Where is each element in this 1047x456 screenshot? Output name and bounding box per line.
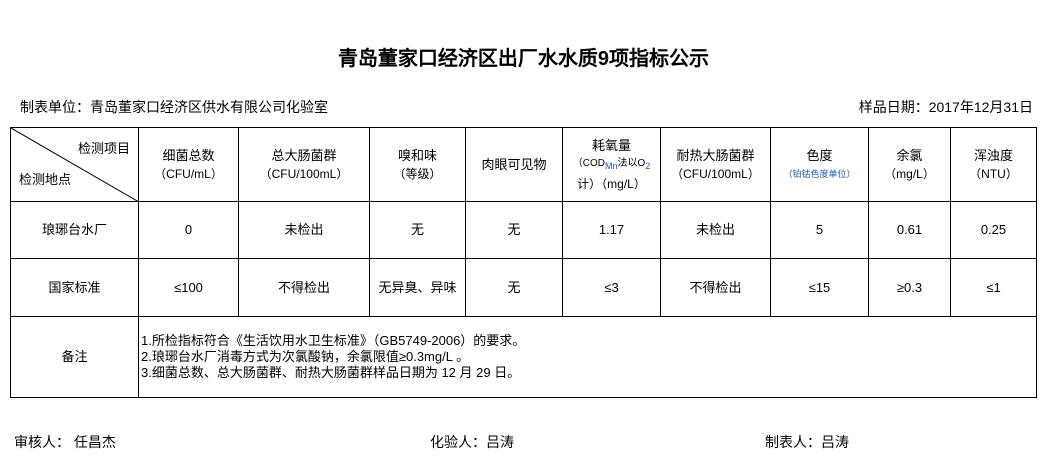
header-name: 细菌总数 [162,147,215,163]
value-cell: 无 [465,258,563,317]
reviewer: 审核人： 任昌杰 [14,434,116,450]
preparer: 制表人：吕涛 [765,434,849,450]
header-name: 色度 [806,147,833,163]
header-unit: 法以O [617,157,646,169]
row-label: 国家标准 [10,258,139,317]
value-cell: ≤3 [562,258,661,317]
tester: 化验人：吕涛 [430,434,514,450]
header-name: 肉眼可见物 [481,156,547,172]
value-cell: 0 [138,201,239,259]
value-cell: 不得检出 [238,258,370,317]
header-cell: 浑浊度 （NTU） [950,127,1037,202]
value-cell: 无 [369,201,466,259]
header-cell: 总大肠菌群 （CFU/100mL） [238,127,370,202]
value-cell: 未检出 [660,201,771,259]
value-cell: ≤1 [950,258,1037,317]
header-unit: （CFU/mL） [154,166,223,181]
header-unit-sub: 2 [645,160,651,171]
header-name: 嗅和味 [397,147,437,163]
notes-row: 备注 1.所检指标符合《生活饮用水卫生标准》（GB5749-2006）的要求。 … [10,316,1037,398]
sample-date: 样品日期：2017年12月31日 [858,99,1033,115]
corner-top-label: 检测项目 [77,141,130,156]
water-quality-table: 检测项目 检测地点 细菌总数 （CFU/mL） 总大肠菌群 （CFU/100mL） … [10,127,1037,398]
header-unit: （CFU/100mL） [671,166,760,181]
row-label: 琅琊台水厂 [10,201,139,259]
header-unit: 计）（mg/L） [577,176,646,191]
table-row: 琅琊台水厂 0 未检出 无 无 1.17 未检出 5 0.61 0.25 [10,201,1037,259]
page-title: 青岛董家口经济区出厂水水质9项指标公示 [337,48,710,70]
note-line: 1.所检指标符合《生活饮用水卫生标准》（GB5749-2006）的要求。 [141,333,526,348]
header-cell: 色度 （铂钴色度单位） [770,127,869,202]
header-cell: 细菌总数 （CFU/mL） [138,127,239,202]
value-cell: 未检出 [238,201,370,259]
header-unit: （COD [572,157,605,169]
value-cell: ≥0.3 [868,258,951,317]
header-cell: 肉眼可见物 [465,127,563,202]
header-name: 浑浊度 [973,147,1013,163]
diagonal-line [11,128,138,201]
prepared-by-unit: 制表单位：青岛董家口经济区供水有限公司化验室 [20,99,328,115]
value-cell: 0.25 [950,201,1037,259]
header-cell: 余氯 （mg/L） [868,127,951,202]
table-row: 国家标准 ≤100 不得检出 无异臭、异味 无 ≤3 不得检出 ≤15 ≥0.3… [10,258,1037,317]
notes-label: 备注 [10,316,139,398]
value-cell: ≤100 [138,258,239,317]
header-unit: （CFU/100mL） [259,166,349,181]
value-cell: 0.61 [868,201,951,259]
value-cell: 1.17 [562,201,661,259]
value-cell: ≤15 [770,258,869,317]
note-line: 3.细菌总数、总大肠菌群、耐热大肠菌群样品日期为 12 月 29 日。 [141,365,521,380]
value-cell: 无异臭、异味 [369,258,466,317]
header-name: 耐热大肠菌群 [676,147,755,163]
notes-content: 1.所检指标符合《生活饮用水卫生标准》（GB5749-2006）的要求。 2.琅… [138,316,1037,398]
header-name: 余氯 [896,147,923,163]
value-cell: 5 [770,201,869,259]
header-unit-sub: Mn [604,160,618,171]
header-name: 耗氧量 [591,137,631,153]
header-cell: 耗氧量 （CODMn法以O2 计）（mg/L） [562,127,661,202]
header-name: 总大肠菌群 [271,147,337,163]
header-row: 检测项目 检测地点 细菌总数 （CFU/mL） 总大肠菌群 （CFU/100mL） … [10,127,1037,202]
note-line: 2.琅琊台水厂消毒方式为次氯酸钠，余氯限值≥0.3mg/L 。 [141,349,470,364]
header-unit: （等级） [393,166,442,181]
header-unit: （mg/L） [884,166,935,181]
header-unit: （铂钴色度单位） [783,168,856,179]
header-unit: （NTU） [969,166,1018,181]
corner-bottom-label: 检测地点 [19,172,72,187]
value-cell: 无 [465,201,563,259]
header-cell: 嗅和味 （等级） [369,127,466,202]
value-cell: 不得检出 [660,258,771,317]
corner-cell: 检测项目 检测地点 [10,127,139,202]
header-cell: 耐热大肠菌群 （CFU/100mL） [660,127,771,202]
